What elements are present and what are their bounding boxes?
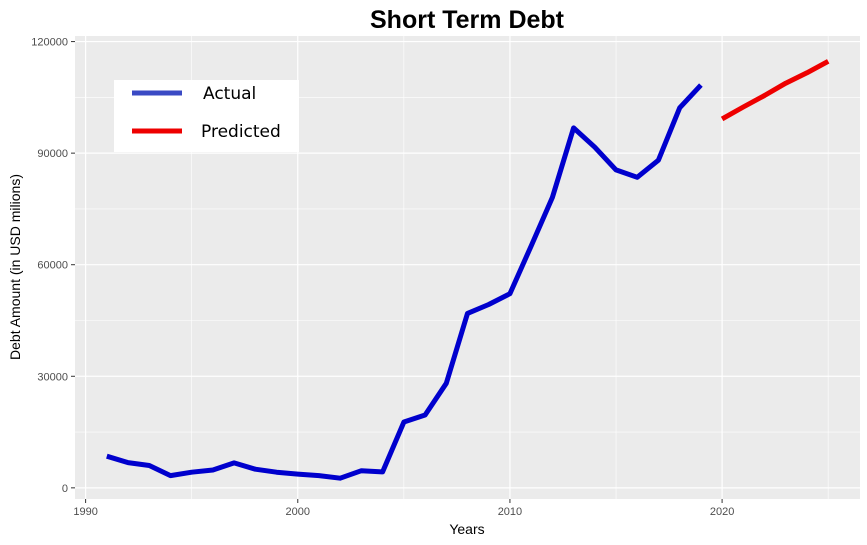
- y-tick-label: 0: [62, 483, 68, 495]
- x-tick-label: 2000: [286, 506, 310, 518]
- y-tick-label: 90000: [37, 148, 68, 160]
- y-axis-label: Debt Amount (in USD milions): [7, 174, 23, 360]
- x-axis-ticks: 1990 2000 2010 2020: [73, 499, 734, 518]
- x-tick-label: 1990: [73, 506, 97, 518]
- y-tick-label: 60000: [37, 260, 68, 272]
- chart-title: Short Term Debt: [370, 6, 565, 34]
- series-lines: [106, 59, 830, 481]
- series-line-predicted: [720, 59, 830, 122]
- y-tick-label: 30000: [37, 371, 68, 383]
- series-line-actual: [106, 83, 703, 481]
- y-axis-ticks: 0 30000 60000 90000 120000: [31, 37, 75, 495]
- x-axis-label: Years: [449, 521, 484, 537]
- legend-label-actual: Actual: [203, 84, 256, 104]
- x-tick-label: 2010: [498, 506, 522, 518]
- legend-label-predicted: Predicted: [201, 122, 281, 142]
- y-tick-label: 120000: [31, 37, 68, 49]
- legend: Actual Predicted: [114, 80, 299, 152]
- x-tick-label: 2020: [710, 506, 734, 518]
